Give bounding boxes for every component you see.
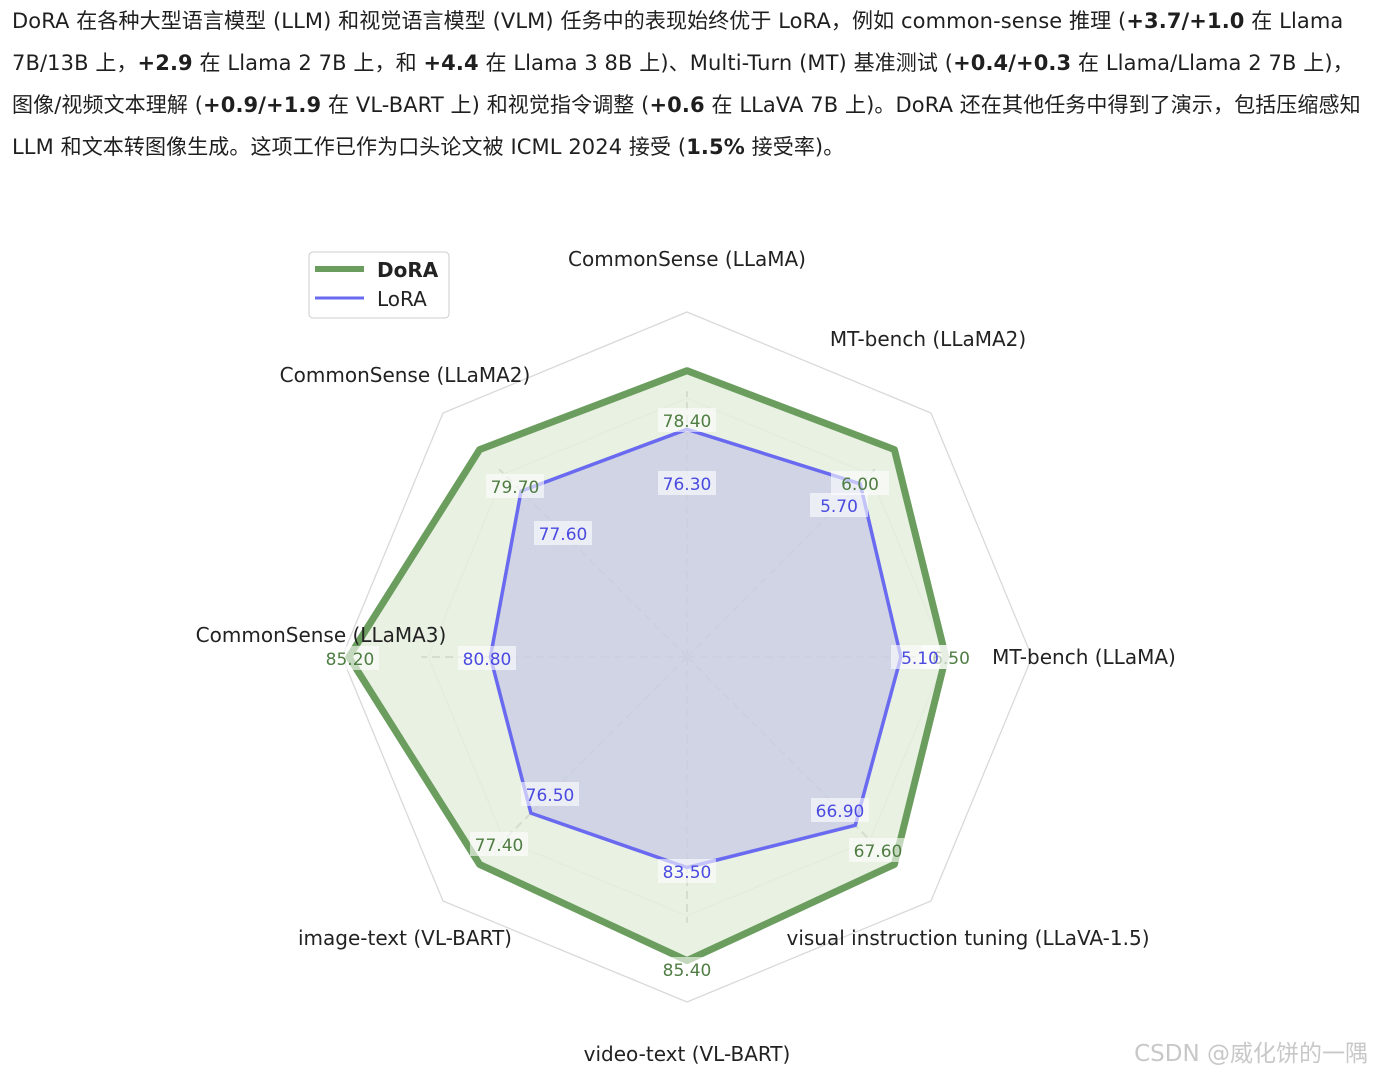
- value-label-bg: [810, 493, 868, 517]
- article-highlight: +4.4: [423, 51, 479, 75]
- value-label-lora: 76.30: [663, 475, 712, 495]
- legend-label-lora: LoRA: [377, 287, 427, 311]
- value-label-lora: 5.70: [820, 497, 858, 517]
- value-label-bg: [486, 474, 544, 498]
- value-label-group: 77.40: [470, 832, 528, 856]
- value-label-bg: [891, 645, 949, 669]
- value-label-group: 85.20: [321, 646, 379, 670]
- value-label-bg: [521, 782, 579, 806]
- value-label-dora: 78.40: [663, 412, 712, 432]
- article-highlight: +0.4/+0.3: [953, 51, 1072, 75]
- axis-label: CommonSense (LLaMA): [568, 247, 806, 271]
- article-paragraph: DoRA 在各种大型语言模型 (LLM) 和视觉语言模型 (VLM) 任务中的表…: [12, 0, 1364, 168]
- article-highlight: +2.9: [137, 51, 193, 75]
- article-text: 在 Llama 3 8B 上)、Multi-Turn (MT) 基准测试 (: [478, 51, 954, 75]
- value-label-bg: [458, 646, 516, 670]
- value-label-group: 6.00: [831, 471, 889, 495]
- value-label-bg: [321, 646, 379, 670]
- axis-label: image-text (VL-BART): [298, 926, 512, 950]
- value-label-dora: 77.40: [475, 836, 524, 856]
- value-label-bg: [470, 832, 528, 856]
- value-label-bg: [658, 957, 716, 981]
- value-label-group: 78.40: [658, 408, 716, 432]
- value-label-group: 85.40: [658, 957, 716, 981]
- value-label-group: 5.70: [810, 493, 868, 517]
- article-highlight: +0.9/+1.9: [203, 93, 322, 117]
- radar-series: [345, 367, 950, 965]
- value-label-bg: [658, 859, 716, 883]
- value-label-group: 5.10: [891, 645, 949, 669]
- value-label-group: 79.70: [486, 474, 544, 498]
- value-label-bg: [811, 798, 869, 822]
- axis-label: CommonSense (LLaMA2): [280, 363, 531, 387]
- article-highlight: 1.5%: [686, 135, 745, 159]
- value-label-dora: 6.00: [841, 475, 879, 495]
- value-label-lora: 77.60: [539, 525, 588, 545]
- value-label-bg: [534, 521, 592, 545]
- value-label-group: 77.60: [534, 521, 592, 545]
- article-text: 在 Llama/Llama 2 7B 上)，图像/视频文本理解 (: [12, 51, 1354, 117]
- value-label-lora: 76.50: [526, 786, 575, 806]
- axis-label: MT-bench (LLaMA2): [830, 327, 1026, 351]
- axis-label: CommonSense (LLaMA3): [196, 623, 447, 647]
- grid-ring: [341, 311, 1033, 1003]
- article-text: 在 LLaVA 7B 上)。DoRA 还在其他任务中得到了演示，包括压缩感知 L…: [12, 93, 1361, 159]
- article-text: 接受率)。: [744, 135, 845, 159]
- axis-labels: CommonSense (LLaMA) MT-bench (LLaMA2) MT-b…: [196, 247, 1176, 1066]
- value-label-bg: [849, 838, 907, 862]
- value-label-group: 76.50: [521, 782, 579, 806]
- article-text: 在 VL-BART 上) 和视觉指令调整 (: [321, 93, 650, 117]
- axis-label: visual instruction tuning (LLaVA-1.5): [786, 926, 1149, 950]
- value-label-bg: [658, 408, 716, 432]
- value-label-lora: 66.90: [816, 802, 865, 822]
- value-label-group: 67.60: [849, 838, 907, 862]
- value-label-dora: 79.70: [491, 478, 540, 498]
- article-text: DoRA 在各种大型语言模型 (LLM) 和视觉语言模型 (VLM) 任务中的表…: [12, 9, 1127, 33]
- value-label-group: 66.90: [811, 798, 869, 822]
- legend-label-dora: DoRA: [377, 258, 439, 282]
- value-label-dora: 85.40: [663, 961, 712, 981]
- value-label-lora: 5.10: [901, 649, 939, 669]
- value-label-bg: [658, 471, 716, 495]
- value-label-group: 83.50: [658, 859, 716, 883]
- value-label-lora: 80.80: [463, 650, 512, 670]
- article-text: 在 Llama 2 7B 上，和: [192, 51, 424, 75]
- watermark: CSDN @威化饼的一隅: [1134, 1041, 1368, 1067]
- value-label-group: 76.30: [658, 471, 716, 495]
- article-highlight: +3.7/+1.0: [1126, 9, 1245, 33]
- axis-label: video-text (VL-BART): [584, 1042, 791, 1066]
- value-label-group: 80.80: [458, 646, 516, 670]
- article-text: 在 Llama 7B/13B 上，: [12, 9, 1344, 75]
- value-label-lora: 83.50: [663, 863, 712, 883]
- chart-legend: DoRA LoRA: [308, 251, 450, 319]
- value-label-bg: [831, 471, 889, 495]
- value-label-dora: 67.60: [854, 842, 903, 862]
- axis-label: MT-bench (LLaMA): [992, 645, 1176, 669]
- article-highlight: +0.6: [649, 93, 705, 117]
- value-label-dora: 85.20: [326, 650, 375, 670]
